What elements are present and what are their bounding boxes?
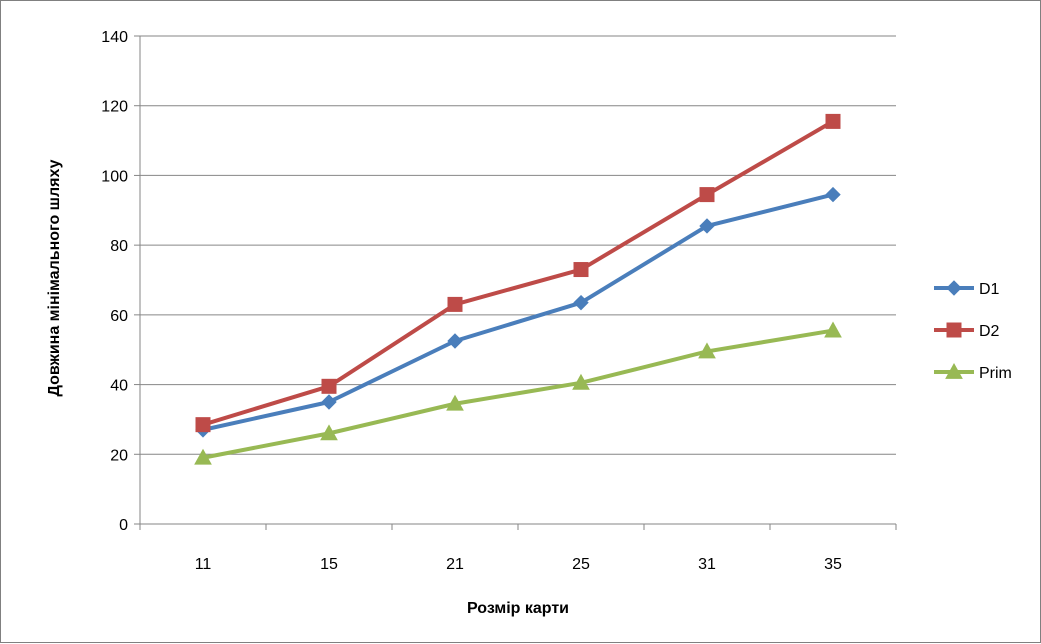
data-point-prim-marker xyxy=(824,321,842,338)
y-tick-label: 80 xyxy=(110,238,128,255)
legend-label-prim: Prim xyxy=(979,365,1012,382)
y-tick-label: 100 xyxy=(101,168,128,185)
data-point-d1-marker xyxy=(699,218,715,234)
legend: D1 D2 Prim xyxy=(934,280,1012,382)
legend-marker-d2 xyxy=(946,322,962,338)
data-point-d1-marker xyxy=(321,394,337,410)
x-tick-label: 21 xyxy=(446,556,464,573)
data-point-d1-marker xyxy=(447,333,463,349)
legend-marker-prim xyxy=(945,362,963,379)
y-tick-label: 140 xyxy=(101,29,128,46)
series-line-d1 xyxy=(201,192,835,432)
data-point-d2-marker xyxy=(321,378,337,394)
data-point-prim-marker xyxy=(446,394,464,411)
y-tick-label: 20 xyxy=(110,447,128,464)
y-axis-title: Довжина мінімального шляху xyxy=(46,159,63,396)
data-point-d2-marker xyxy=(573,262,589,278)
data-point-d2-marker xyxy=(699,187,715,203)
data-point-d1-marker xyxy=(573,294,589,311)
x-tick-labels: 11 15 21 25 31 35 xyxy=(139,524,897,573)
y-tick-labels: 0 20 40 60 80 100 120 140 xyxy=(101,29,140,534)
data-point-d2-marker xyxy=(195,417,211,433)
y-tick-label: 40 xyxy=(110,378,128,395)
data-point-prim-marker xyxy=(698,342,716,359)
y-tick-label: 120 xyxy=(101,99,128,116)
series-markers xyxy=(194,113,842,465)
gridlines xyxy=(140,35,896,455)
x-tick-label: 11 xyxy=(195,556,212,573)
x-tick-label: 31 xyxy=(698,556,716,573)
y-tick-label: 0 xyxy=(119,517,128,534)
x-tick-label: 35 xyxy=(824,556,842,573)
axes xyxy=(139,36,896,525)
data-point-d2-marker xyxy=(447,296,463,312)
x-tick-label: 25 xyxy=(572,556,590,573)
y-tick-label: 60 xyxy=(110,308,128,325)
data-point-d1-marker xyxy=(825,186,841,203)
series-lines xyxy=(201,119,835,460)
series-line-prim xyxy=(201,328,835,460)
data-point-prim-marker xyxy=(194,448,212,465)
legend-label-d1: D1 xyxy=(979,281,1000,298)
data-point-prim-marker xyxy=(572,373,590,390)
data-point-d2-marker xyxy=(825,113,841,129)
legend-label-d2: D2 xyxy=(979,323,1000,340)
x-tick-label: 15 xyxy=(320,556,338,573)
legend-marker-d1 xyxy=(946,280,962,296)
x-axis-title: Розмір карти xyxy=(467,600,569,617)
data-point-prim-marker xyxy=(320,424,338,441)
series-line-d2 xyxy=(201,119,835,427)
